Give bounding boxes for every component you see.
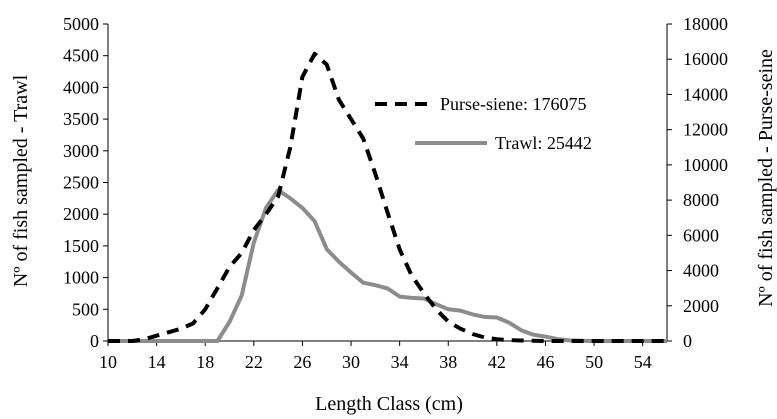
x-tick-label: 14	[148, 352, 166, 372]
x-ticks: 10 14 18 22 26 30 34 38 42 46 50 54	[99, 341, 652, 372]
left-y-tick-label: 2000	[63, 204, 99, 224]
left-y-tick-label: 3000	[63, 141, 99, 161]
legend: Purse-siene: 176075 Trawl: 25442	[375, 94, 592, 153]
left-y-tick-label: 500	[72, 299, 99, 319]
x-tick-label: 50	[585, 352, 603, 372]
x-tick-label: 22	[245, 352, 263, 372]
right-y-tick-label: 2000	[683, 296, 719, 316]
left-y-tick-label: 2500	[63, 173, 99, 193]
right-y-tick-label: 4000	[683, 261, 719, 281]
right-y-tick-label: 14000	[683, 84, 728, 104]
left-y-tick-label: 4500	[63, 46, 99, 66]
x-tick-label: 46	[536, 352, 554, 372]
right-y-tick-label: 18000	[683, 14, 728, 34]
left-y-tick-label: 1000	[63, 268, 99, 288]
x-tick-label: 54	[634, 352, 652, 372]
x-axis-title: Length Class (cm)	[315, 393, 463, 415]
right-y-tick-label: 6000	[683, 225, 719, 245]
series-layer	[108, 51, 667, 343]
left-y-axis-title: Nº of fish sampled - Trawl	[10, 74, 32, 287]
legend-label-purse-seine: Purse-siene: 176075	[440, 94, 586, 114]
left-y-tick-label: 4000	[63, 77, 99, 97]
x-tick-label: 30	[342, 352, 360, 372]
x-tick-label: 10	[99, 352, 117, 372]
right-y-tick-label: 10000	[683, 155, 728, 175]
x-tick-label: 34	[391, 352, 409, 372]
left-y-ticks: 0 500 1000 1500 2000 2500 3000 3500 4000 4500 5000	[63, 14, 108, 351]
right-y-tick-label: 16000	[683, 49, 728, 69]
x-tick-label: 18	[196, 352, 214, 372]
right-y-tick-label: 12000	[683, 120, 728, 140]
left-y-tick-label: 0	[90, 331, 99, 351]
right-y-axis-title: Nº of fish sampled - Purse-seine	[755, 49, 777, 307]
legend-label-trawl: Trawl: 25442	[495, 133, 592, 153]
x-tick-label: 26	[293, 352, 311, 372]
right-y-ticks: 0 2000 4000 6000 8000 10000 12000 14000 16000 180…	[667, 14, 728, 351]
x-tick-label: 38	[439, 352, 457, 372]
series-line-purse-seine	[108, 51, 667, 343]
x-tick-label: 42	[488, 352, 506, 372]
left-y-tick-label: 1500	[63, 236, 99, 256]
left-y-tick-label: 5000	[63, 14, 99, 34]
left-y-tick-label: 3500	[63, 109, 99, 129]
axes	[107, 24, 668, 342]
right-y-tick-label: 0	[683, 331, 692, 351]
right-y-tick-label: 8000	[683, 190, 719, 210]
